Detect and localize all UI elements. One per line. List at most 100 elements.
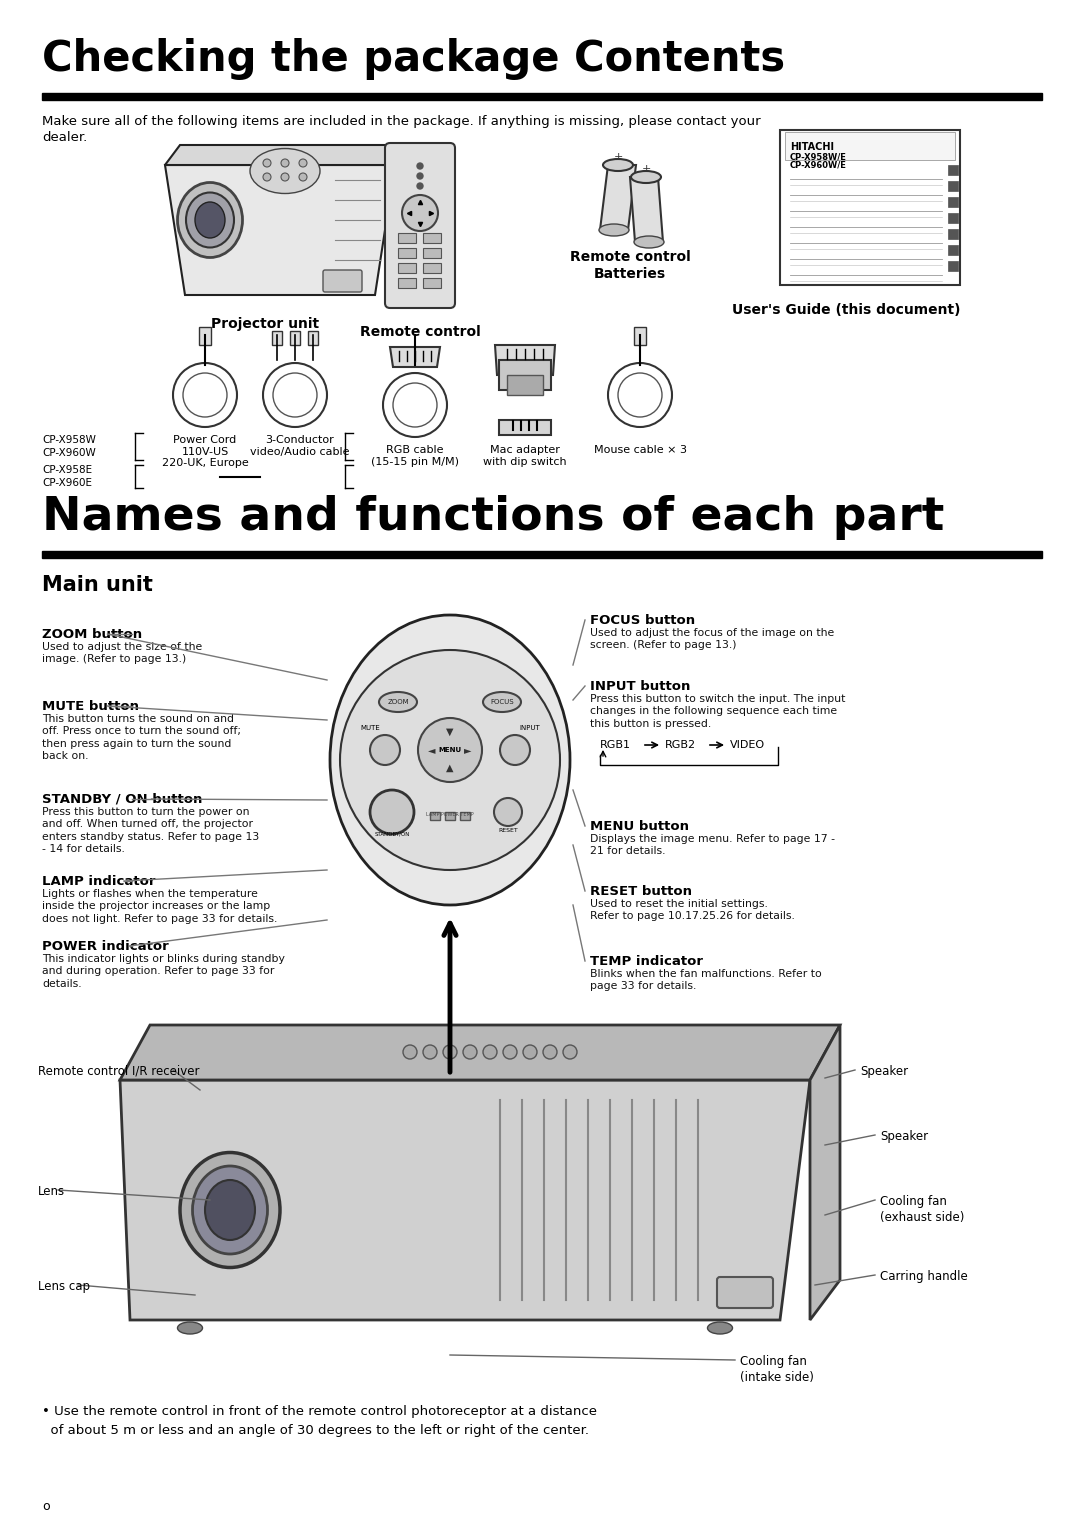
Bar: [399, 263, 416, 274]
Text: STANDBY/ON: STANDBY/ON: [375, 831, 409, 836]
Text: FOCUS: FOCUS: [490, 698, 514, 704]
Bar: [460, 811, 470, 821]
Text: MENU: MENU: [438, 747, 461, 753]
Text: ►: ►: [464, 746, 472, 755]
Text: Speaker: Speaker: [860, 1065, 908, 1077]
Text: FOCUS button: FOCUS button: [590, 614, 696, 626]
Text: MENU button: MENU button: [590, 821, 689, 833]
Circle shape: [264, 159, 271, 167]
Ellipse shape: [249, 148, 320, 194]
Text: o: o: [42, 1500, 50, 1513]
Text: Blinks when the fan malfunctions. Refer to
page 33 for details.: Blinks when the fan malfunctions. Refer …: [590, 969, 822, 992]
Circle shape: [403, 1045, 417, 1059]
Text: CP-X958W/E: CP-X958W/E: [789, 151, 847, 160]
Circle shape: [281, 173, 289, 180]
Ellipse shape: [180, 1152, 280, 1268]
Circle shape: [418, 718, 482, 782]
Text: Displays the image menu. Refer to page 17 -
21 for details.: Displays the image menu. Refer to page 1…: [590, 834, 835, 856]
Text: ▲: ▲: [446, 762, 454, 773]
Text: Mouse cable × 3: Mouse cable × 3: [594, 445, 687, 455]
Circle shape: [443, 1045, 457, 1059]
Text: RGB2: RGB2: [665, 740, 697, 750]
Text: INPUT: INPUT: [519, 724, 540, 730]
Text: Used to reset the initial settings.
Refer to page 10.17.25.26 for details.: Used to reset the initial settings. Refe…: [590, 898, 795, 921]
Bar: [423, 248, 441, 258]
Circle shape: [483, 1045, 497, 1059]
Text: RGB cable
(15-15 pin M/M): RGB cable (15-15 pin M/M): [372, 445, 459, 466]
Circle shape: [417, 163, 423, 170]
Bar: [780, 130, 960, 286]
Bar: [634, 327, 646, 345]
Bar: [399, 278, 416, 287]
Text: RESET: RESET: [498, 828, 518, 833]
Text: ZOOM: ZOOM: [388, 698, 409, 704]
Text: Used to adjust the size of the
image. (Refer to page 13.): Used to adjust the size of the image. (R…: [42, 642, 202, 665]
Text: +: +: [613, 151, 623, 162]
Ellipse shape: [707, 1322, 732, 1334]
Polygon shape: [630, 177, 663, 241]
Text: HITACHI: HITACHI: [789, 142, 834, 151]
Text: This indicator lights or blinks during standby
and during operation. Refer to pa: This indicator lights or blinks during s…: [42, 953, 285, 989]
Text: MUTE: MUTE: [360, 724, 380, 730]
Text: Press this button to turn the power on
and off. When turned off, the projector
e: Press this button to turn the power on a…: [42, 807, 259, 854]
Ellipse shape: [379, 692, 417, 712]
Circle shape: [423, 1045, 437, 1059]
Ellipse shape: [634, 235, 664, 248]
Text: ▼: ▼: [446, 727, 454, 736]
Bar: [399, 232, 416, 243]
Ellipse shape: [631, 171, 661, 183]
Text: STANDBY / ON button: STANDBY / ON button: [42, 793, 202, 805]
Text: Lens cap: Lens cap: [38, 1280, 90, 1293]
Text: Used to adjust the focus of the image on the
screen. (Refer to page 13.): Used to adjust the focus of the image on…: [590, 628, 834, 651]
Circle shape: [463, 1045, 477, 1059]
Text: This button turns the sound on and
off. Press once to turn the sound off;
then p: This button turns the sound on and off. …: [42, 714, 241, 761]
Text: dealer.: dealer.: [42, 131, 87, 144]
Bar: [272, 332, 282, 345]
Polygon shape: [390, 347, 440, 367]
Text: Power Cord
110V-US
220-UK, Europe: Power Cord 110V-US 220-UK, Europe: [162, 435, 248, 468]
Bar: [785, 131, 955, 160]
Text: Projector unit: Projector unit: [211, 316, 319, 332]
Polygon shape: [495, 345, 555, 374]
Text: Remote control
Batteries: Remote control Batteries: [569, 251, 690, 281]
Polygon shape: [165, 145, 410, 165]
Ellipse shape: [195, 202, 225, 238]
Ellipse shape: [205, 1180, 255, 1241]
Text: Cooling fan
(intake side): Cooling fan (intake side): [740, 1355, 814, 1384]
Text: LAMP POWER TEMP: LAMP POWER TEMP: [427, 811, 474, 816]
Ellipse shape: [186, 193, 234, 248]
Circle shape: [417, 183, 423, 189]
Text: RESET button: RESET button: [590, 885, 692, 898]
Circle shape: [281, 159, 289, 167]
Ellipse shape: [483, 692, 521, 712]
Bar: [291, 332, 300, 345]
Bar: [42, 93, 1042, 99]
Bar: [423, 278, 441, 287]
Circle shape: [500, 735, 530, 766]
Text: POWER indicator: POWER indicator: [42, 940, 168, 953]
Text: TEMP indicator: TEMP indicator: [590, 955, 703, 969]
Circle shape: [417, 173, 423, 179]
Text: Make sure all of the following items are included in the package. If anything is: Make sure all of the following items are…: [42, 115, 760, 128]
Text: Cooling fan
(exhaust side): Cooling fan (exhaust side): [880, 1195, 964, 1224]
Bar: [507, 374, 543, 396]
Bar: [948, 197, 958, 206]
FancyBboxPatch shape: [717, 1277, 773, 1308]
Bar: [42, 552, 1042, 558]
Circle shape: [340, 649, 561, 869]
Text: Remote control I/R receiver: Remote control I/R receiver: [38, 1065, 200, 1077]
Circle shape: [543, 1045, 557, 1059]
Circle shape: [370, 735, 400, 766]
FancyBboxPatch shape: [384, 144, 455, 309]
FancyBboxPatch shape: [323, 270, 362, 292]
Text: ◄: ◄: [429, 746, 435, 755]
Circle shape: [299, 173, 307, 180]
Bar: [948, 165, 958, 176]
Text: Mac adapter
with dip switch: Mac adapter with dip switch: [483, 445, 567, 466]
Text: Lens: Lens: [38, 1186, 65, 1198]
Text: • Use the remote control in front of the remote control photoreceptor at a dista: • Use the remote control in front of the…: [42, 1406, 597, 1436]
Ellipse shape: [330, 614, 570, 905]
Circle shape: [299, 159, 307, 167]
Text: Main unit: Main unit: [42, 575, 153, 594]
Polygon shape: [810, 1025, 840, 1320]
